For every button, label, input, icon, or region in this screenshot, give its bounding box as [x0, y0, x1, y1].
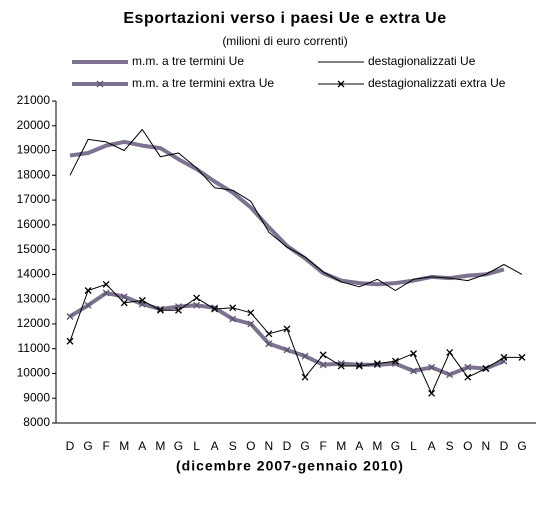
data-point [120, 299, 128, 307]
data-point [410, 350, 417, 358]
data-point [193, 301, 201, 309]
data-point [446, 371, 454, 379]
data-point [229, 304, 237, 312]
x-tick-label: F [102, 439, 109, 453]
legend-label: destagionalizzati extra Ue [368, 76, 506, 90]
data-point [446, 348, 454, 356]
x-tick-label: A [355, 439, 363, 453]
y-tick-label: 21000 [17, 93, 51, 107]
data-point [84, 301, 92, 309]
y-tick-label: 18000 [17, 167, 51, 181]
x-tick-label: S [229, 439, 237, 453]
data-point [518, 353, 526, 361]
series-line [69, 129, 523, 291]
x-tick-label: G [300, 439, 309, 453]
data-point [66, 337, 74, 345]
data-point [156, 305, 164, 313]
x-tick-label: M [336, 439, 346, 453]
y-tick-label: 17000 [17, 192, 51, 206]
data-point [120, 293, 128, 301]
x-axis-title: (dicembre 2007-gennaio 2010) [176, 458, 404, 474]
data-point [66, 313, 74, 320]
x-tick-label: M [372, 439, 382, 453]
series-line [69, 283, 522, 394]
x-tick-label: M [119, 439, 129, 453]
x-tick-label: L [193, 439, 200, 453]
data-point [464, 373, 472, 381]
data-point [265, 340, 273, 348]
x-tick-label: L [410, 439, 417, 453]
data-point [175, 306, 182, 314]
y-tick-label: 16000 [17, 217, 51, 231]
x-tick-label: O [463, 439, 472, 453]
data-point [301, 352, 309, 360]
data-point [247, 320, 255, 328]
data-point [373, 361, 381, 369]
legend-marker [337, 80, 345, 88]
data-point [482, 365, 490, 372]
y-tick-label: 8000 [23, 415, 50, 429]
y-tick-label: 10000 [17, 366, 51, 380]
data-point [229, 315, 237, 323]
y-tick-label: 14000 [17, 267, 51, 281]
legend-marker [96, 80, 104, 88]
series-line [68, 291, 505, 377]
x-tick-label: A [138, 439, 146, 453]
x-tick-label: O [246, 439, 255, 453]
data-point [301, 373, 309, 381]
y-tick-label: 12000 [17, 316, 51, 330]
y-tick-label: 15000 [17, 242, 51, 256]
x-tick-label: G [174, 439, 183, 453]
x-tick-label: N [482, 439, 491, 453]
data-point [193, 294, 201, 302]
legend-label: m.m. a tre termini Ue [132, 54, 244, 68]
data-point [355, 362, 363, 370]
data-point [464, 363, 472, 371]
y-tick-label: 20000 [17, 118, 51, 132]
data-point [391, 357, 399, 365]
data-point [428, 363, 436, 371]
data-point [156, 306, 164, 314]
x-tick-label: D [66, 439, 75, 453]
chart-subtitle: (milioni di euro correnti) [222, 34, 347, 48]
series-line [69, 139, 505, 287]
data-point [247, 309, 255, 317]
x-tick-label: F [319, 439, 326, 453]
data-point [211, 304, 219, 312]
data-point [102, 280, 110, 288]
data-point [319, 361, 327, 369]
data-point [373, 360, 381, 368]
x-tick-label: G [517, 439, 526, 453]
y-tick-label: 9000 [23, 390, 50, 404]
data-point [211, 305, 219, 313]
x-tick-label: G [391, 439, 400, 453]
data-point [265, 330, 273, 338]
x-tick-label: D [500, 439, 509, 453]
data-point [283, 346, 291, 354]
chart-title: Esportazioni verso i paesi Ue e extra Ue [123, 10, 446, 27]
x-tick-label: N [265, 439, 274, 453]
data-point [283, 325, 291, 333]
x-tick-label: G [83, 439, 92, 453]
x-tick-label: D [283, 439, 292, 453]
data-point [410, 367, 417, 375]
y-tick-label: 11000 [18, 341, 51, 355]
x-tick-label: M [155, 439, 165, 453]
y-tick-label: 19000 [17, 143, 51, 157]
data-point [84, 287, 92, 294]
data-point [337, 362, 345, 370]
legend-label: destagionalizzati Ue [368, 54, 476, 68]
data-point [138, 296, 146, 304]
data-point [319, 351, 327, 359]
x-tick-label: A [211, 439, 219, 453]
x-tick-label: S [446, 439, 454, 453]
data-point [355, 361, 363, 369]
data-point [102, 289, 110, 297]
x-tick-label: A [428, 439, 436, 453]
data-point [500, 353, 508, 361]
y-tick-label: 13000 [17, 291, 51, 305]
data-point [428, 389, 436, 397]
legend-label: m.m. a tre termini extra Ue [132, 76, 274, 90]
